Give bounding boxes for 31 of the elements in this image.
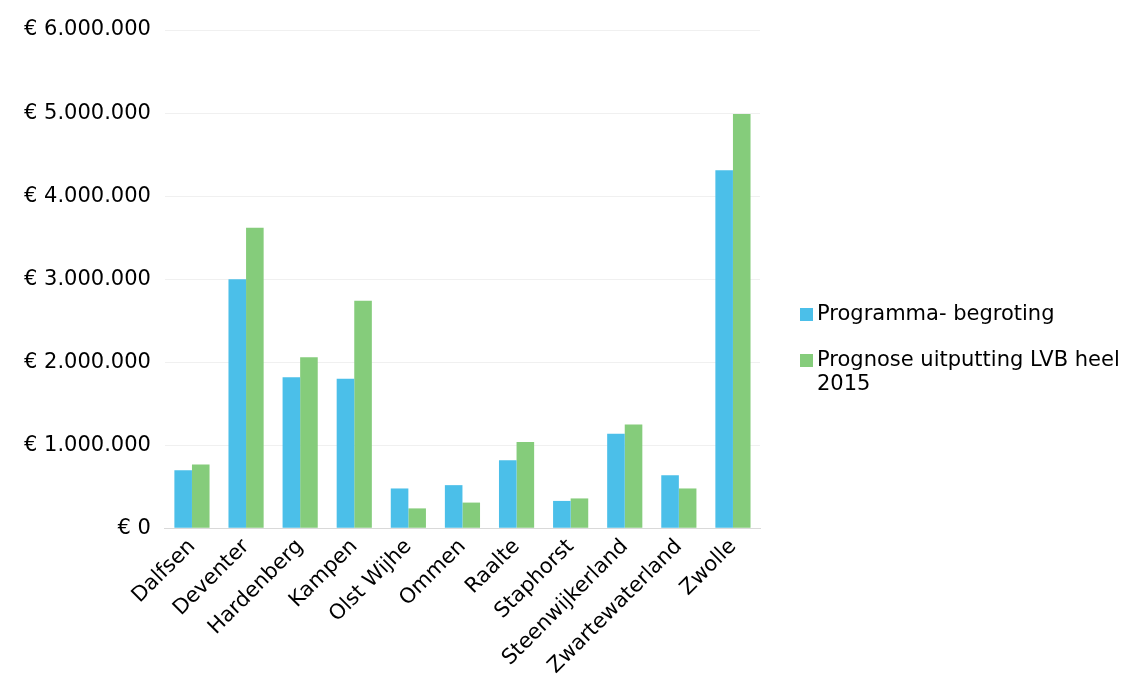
bar xyxy=(228,279,247,528)
bar xyxy=(174,470,192,528)
bar xyxy=(444,485,463,528)
bar xyxy=(516,441,535,528)
y-tick-label: € 6.000.000 xyxy=(23,16,151,41)
bar xyxy=(570,498,589,528)
bar xyxy=(661,475,679,528)
bar xyxy=(553,500,571,528)
bar xyxy=(336,378,355,528)
bar xyxy=(282,377,301,528)
bar xyxy=(678,488,697,528)
bar xyxy=(354,300,372,528)
y-tick-label: € 1.000.000 xyxy=(23,431,151,456)
bar xyxy=(246,227,264,528)
bar xyxy=(715,170,733,528)
y-tick-label: € 0 xyxy=(117,514,151,539)
bar xyxy=(624,424,643,528)
y-tick-label: € 4.000.000 xyxy=(23,182,151,207)
legend-label: Programma- begroting xyxy=(817,300,1055,325)
bar xyxy=(607,433,625,528)
y-tick-label: € 2.000.000 xyxy=(23,348,151,373)
bar xyxy=(300,357,318,528)
y-tick-label: € 5.000.000 xyxy=(23,99,151,124)
bar xyxy=(408,508,426,528)
legend-label: Prognose uitputting LVB heel 2015 xyxy=(817,346,1120,395)
bar xyxy=(191,464,210,528)
bar xyxy=(498,460,517,528)
y-tick-label: € 3.000.000 xyxy=(23,265,151,290)
bar xyxy=(732,113,751,528)
bar xyxy=(462,502,481,528)
bar xyxy=(390,488,409,528)
